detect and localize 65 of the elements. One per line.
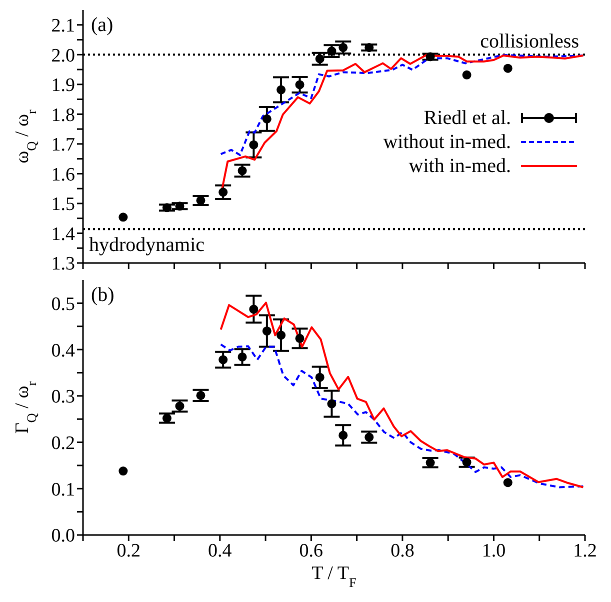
y-tick-label: 0.0	[51, 526, 75, 547]
point	[118, 466, 128, 476]
x-tick-label: 0.2	[116, 540, 141, 562]
point	[162, 414, 172, 423]
annotation: (b)	[91, 284, 114, 307]
point	[338, 43, 348, 52]
point	[238, 166, 247, 176]
y-tick-label: 2.1	[51, 16, 75, 37]
point	[249, 304, 258, 314]
point	[175, 202, 184, 211]
x-tick-label: 0.4	[208, 540, 232, 562]
point	[276, 85, 286, 94]
point	[462, 458, 472, 467]
y-tick-label: 1.7	[51, 134, 75, 156]
y-tick-label: 1.3	[51, 254, 75, 275]
point	[364, 432, 374, 442]
y-tick-label: 0.1	[51, 479, 75, 500]
point	[295, 334, 304, 343]
point	[196, 390, 206, 400]
point	[503, 64, 512, 73]
y-tick-label: 1.6	[51, 164, 75, 186]
y-tick-label: 1.8	[51, 104, 75, 126]
line-series	[220, 54, 584, 156]
x-tick-label: 1.0	[482, 540, 506, 562]
point	[315, 54, 324, 64]
point	[238, 352, 247, 362]
point	[327, 399, 336, 408]
y-tick-label: 1.4	[51, 224, 76, 245]
point	[426, 52, 435, 62]
point	[262, 114, 272, 124]
point	[503, 478, 512, 488]
point	[249, 140, 258, 150]
point	[175, 402, 184, 411]
point	[426, 458, 435, 468]
y-tick-label: 0.2	[51, 433, 75, 454]
point	[118, 212, 128, 222]
line-series	[220, 343, 584, 488]
point	[276, 330, 286, 340]
line-series	[220, 302, 584, 488]
y-tick-label: 1.5	[51, 194, 75, 216]
x-tick-label: 0.8	[390, 540, 414, 562]
x-tick-label: 1.2	[573, 540, 597, 562]
ref-line-label: hydrodynamic	[89, 234, 205, 256]
point	[295, 80, 304, 90]
point	[462, 70, 472, 80]
point	[315, 372, 324, 382]
y-tick-label: 0.4	[51, 340, 76, 362]
point	[338, 430, 348, 440]
point	[327, 46, 336, 56]
point	[162, 203, 172, 212]
point	[218, 188, 228, 197]
y-tick-label: 0.3	[51, 386, 75, 408]
y-tick-label: 2.0	[51, 45, 75, 66]
legend-label: without in-med.	[383, 130, 511, 154]
point	[262, 326, 272, 336]
legend-label: Riedl et al.	[424, 106, 511, 130]
ref-line-label: collisionless	[480, 30, 580, 53]
legend-label: with in-med.	[408, 154, 511, 178]
point	[364, 43, 374, 52]
point	[218, 355, 228, 364]
x-tick-label: 0.6	[299, 540, 324, 562]
y-tick-label: 0.5	[51, 294, 75, 315]
x-axis-title: T / T$_{F}$	[312, 563, 356, 590]
y-tick-label: 1.9	[51, 75, 75, 96]
annotation: (a)	[91, 14, 114, 37]
